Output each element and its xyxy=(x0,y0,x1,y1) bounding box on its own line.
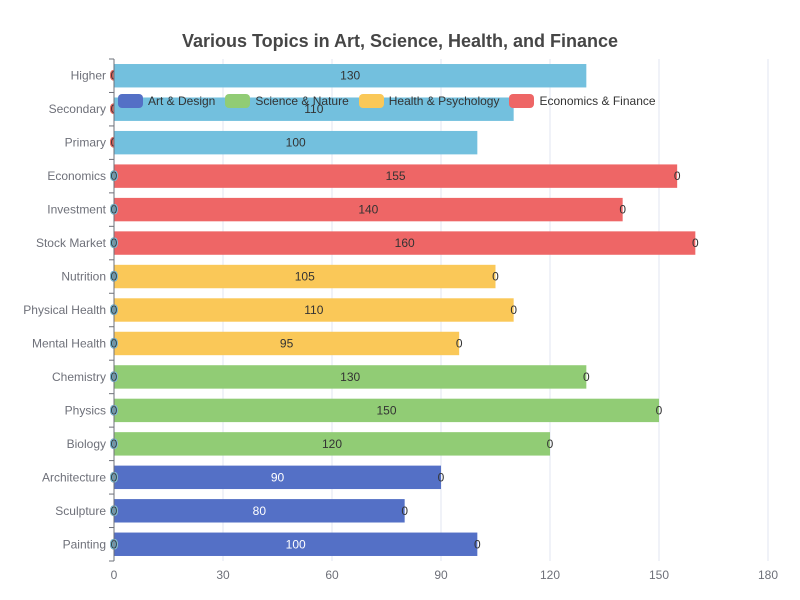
x-tick-label: 0 xyxy=(111,568,118,582)
y-tick-label: Sculpture xyxy=(55,504,106,518)
end-zero-label: 0 xyxy=(492,270,499,284)
bar-primary xyxy=(114,130,478,155)
bar-painting xyxy=(114,532,478,556)
y-tick-label: Mental Health xyxy=(32,336,106,350)
bar-stock-market xyxy=(114,231,696,255)
end-zero-label: 0 xyxy=(692,236,699,250)
legend-label: Economics & Finance xyxy=(539,94,656,108)
x-tick-label: 120 xyxy=(540,568,560,582)
y-tick-label: Painting xyxy=(63,537,106,551)
y-tick-label: Primary xyxy=(65,136,106,150)
data-label-biology: 120 xyxy=(322,437,342,451)
bar-sculpture xyxy=(114,499,405,523)
bar-economics xyxy=(114,164,678,188)
bar-biology xyxy=(114,432,550,456)
y-tick-label: Chemistry xyxy=(52,370,106,384)
y-tick-label: Higher xyxy=(71,69,106,83)
bars: 1000000080000009000000012000000150000001… xyxy=(110,64,699,556)
data-label-chemistry: 130 xyxy=(340,370,360,384)
legend-item-science-nature[interactable]: Science & Nature xyxy=(225,94,349,108)
y-tick-label: Nutrition xyxy=(61,270,106,284)
legend-label: Science & Nature xyxy=(255,94,349,108)
legend-item-health-psychology[interactable]: Health & Psychology xyxy=(358,94,500,108)
chart-title: Various Topics in Art, Science, Health, … xyxy=(181,31,619,51)
legend-label: Art & Design xyxy=(148,94,216,108)
end-zero-label: 0 xyxy=(474,537,481,551)
data-label-higher: 130 xyxy=(340,69,360,83)
y-tick-label: Economics xyxy=(47,169,106,183)
x-tick-label: 180 xyxy=(758,568,778,582)
legend-swatch xyxy=(358,94,384,108)
data-label-physical-health: 110 xyxy=(304,303,323,317)
end-zero-label: 0 xyxy=(619,203,626,217)
legend-swatch xyxy=(509,94,535,108)
end-zero-label: 0 xyxy=(401,504,408,518)
data-label-nutrition: 105 xyxy=(295,270,315,284)
y-tick-label: Stock Market xyxy=(36,236,107,250)
bar-physics xyxy=(114,398,659,423)
data-label-economics: 155 xyxy=(386,169,406,183)
legend: Art & Design Science & Nature Health & Psy… xyxy=(118,91,666,111)
legend-item-economics-finance[interactable]: Economics & Finance xyxy=(509,94,656,108)
end-zero-label: 0 xyxy=(510,303,517,317)
data-label-sculpture: 80 xyxy=(253,504,267,518)
bar-architecture xyxy=(114,465,441,490)
y-tick-label: Investment xyxy=(47,203,106,217)
data-label-primary: 100 xyxy=(286,136,306,150)
end-zero-label: 0 xyxy=(656,403,663,417)
bar-nutrition xyxy=(114,264,496,289)
x-tick-label: 60 xyxy=(325,568,339,582)
y-tick-label: Architecture xyxy=(42,470,106,484)
end-zero-label: 0 xyxy=(674,169,681,183)
x-tick-label: 150 xyxy=(649,568,669,582)
data-label-painting: 100 xyxy=(286,537,306,551)
y-tick-label: Physical Health xyxy=(23,303,106,317)
bar-secondary xyxy=(114,97,514,121)
y-tick-label: Physics xyxy=(65,403,106,417)
bar-chemistry xyxy=(114,365,587,389)
bar-higher xyxy=(114,64,587,88)
end-zero-label: 0 xyxy=(583,370,590,384)
data-label-physics: 150 xyxy=(376,403,396,417)
axes: 0 30 60 90 120 150 180 Painting Sculpture Archite… xyxy=(23,58,778,582)
data-label-architecture: 90 xyxy=(271,470,285,484)
y-tick-label: Biology xyxy=(67,437,106,451)
end-zero-label: 0 xyxy=(547,437,554,451)
legend-label: Health & Psychology xyxy=(388,94,500,108)
bar-physical-health xyxy=(114,298,514,322)
data-label-secondary: 110 xyxy=(304,102,323,116)
legend-swatch xyxy=(118,94,143,108)
bar-investment xyxy=(114,197,623,222)
data-label-stock-market: 160 xyxy=(395,236,415,250)
end-zero-label: 0 xyxy=(456,336,463,350)
x-tick-label: 90 xyxy=(434,568,448,582)
legend-item-art-design[interactable]: Art & Design xyxy=(118,94,215,108)
data-label-mental-health: 95 xyxy=(280,336,294,350)
end-zero-label: 0 xyxy=(438,470,445,484)
data-label-investment: 140 xyxy=(358,203,378,217)
bar-mental-health xyxy=(114,331,460,356)
legend-swatch xyxy=(225,94,251,108)
x-tick-label: 30 xyxy=(216,568,230,582)
y-tick-label: Secondary xyxy=(49,102,106,116)
